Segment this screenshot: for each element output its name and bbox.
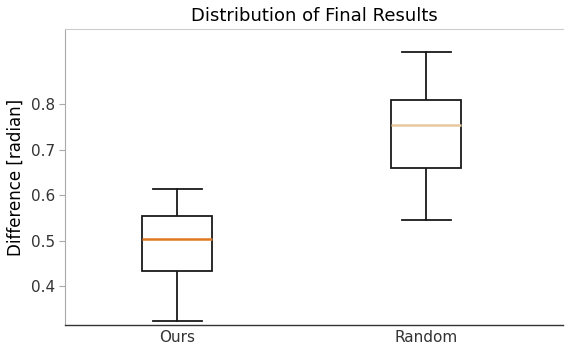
Title: Distribution of Final Results: Distribution of Final Results xyxy=(191,7,438,25)
Bar xyxy=(142,216,212,271)
Y-axis label: Difference [radian]: Difference [radian] xyxy=(7,99,25,256)
Bar xyxy=(391,100,461,168)
